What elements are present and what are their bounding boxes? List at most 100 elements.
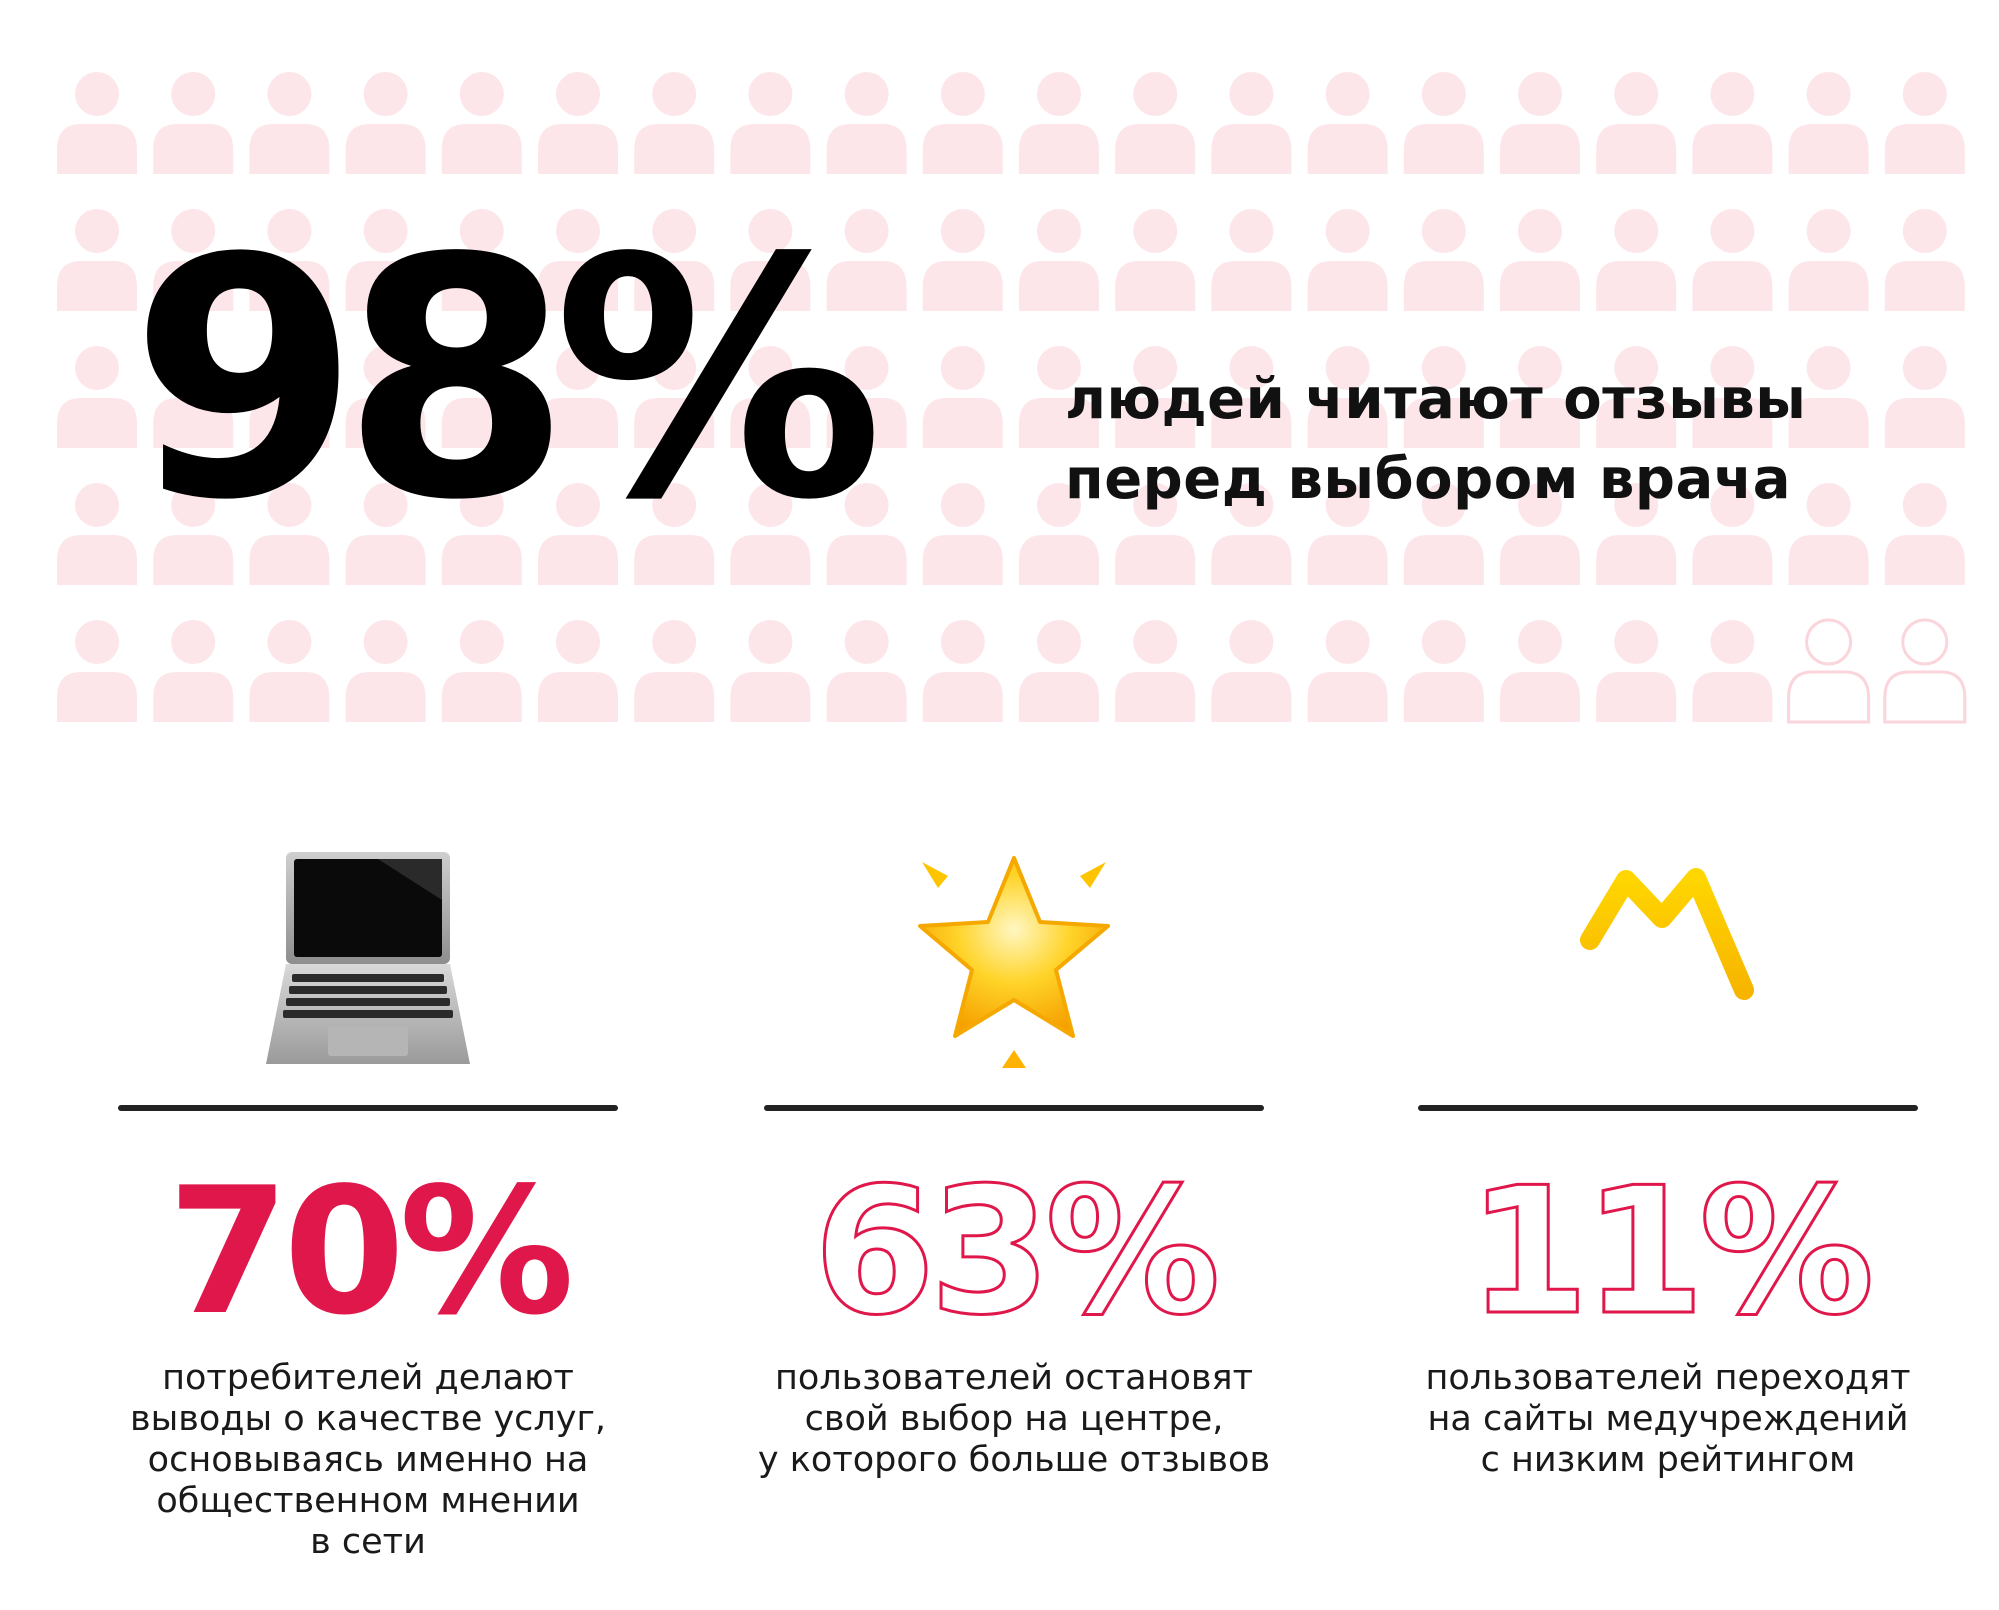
person-icon <box>1596 209 1677 311</box>
person-icon <box>57 72 137 174</box>
person-icon <box>1788 72 1869 174</box>
person-icon <box>922 209 1003 311</box>
glowing-star-icon <box>764 840 1264 1080</box>
stat-description-line: с низким рейтингом <box>1480 1440 1856 1480</box>
person-icon <box>153 620 234 722</box>
hero-percent: 98% <box>130 188 884 572</box>
person-icon <box>634 72 715 174</box>
person-icon <box>538 72 618 174</box>
person-icon <box>1211 72 1292 174</box>
person-icon <box>1692 483 1773 585</box>
person-icon <box>1307 620 1388 722</box>
person-icon <box>538 209 618 311</box>
stat-percent: 11% <box>1466 1151 1876 1354</box>
person-icon <box>249 209 330 311</box>
person-icon <box>1307 72 1388 174</box>
laptop-icon <box>118 840 618 1080</box>
person-icon <box>826 620 907 722</box>
person-icon <box>1788 346 1869 448</box>
person-icon <box>249 620 330 722</box>
divider-line <box>764 1105 1264 1111</box>
person-icon <box>1500 72 1580 174</box>
person-icon <box>57 620 137 722</box>
person-icon <box>441 483 522 585</box>
hero-caption-line: людей читают отзывы <box>1065 367 1807 432</box>
stat-description: пользователей остановят свой выбор на це… <box>724 1358 1304 1481</box>
hero-caption: людей читают отзывы перед выбором врача <box>1065 360 1806 520</box>
stat-description-line: в сети <box>310 1522 426 1562</box>
person-icon <box>1500 483 1580 585</box>
person-icon <box>1596 620 1677 722</box>
person-icon <box>1115 346 1196 448</box>
person-icon <box>1403 209 1484 311</box>
person-icon <box>345 483 426 585</box>
person-icon <box>826 72 907 174</box>
stat-description-line: основываясь именно на <box>147 1440 589 1480</box>
trend-line-icon <box>1418 840 1918 1080</box>
person-icon <box>730 209 811 311</box>
person-icon <box>1596 72 1677 174</box>
divider-line <box>118 1105 618 1111</box>
person-icon <box>249 72 330 174</box>
person-icon <box>153 72 234 174</box>
person-icon <box>634 483 715 585</box>
person-icon <box>730 346 811 448</box>
person-icon <box>1884 209 1965 311</box>
person-icon <box>1307 483 1388 585</box>
person-icon <box>57 346 137 448</box>
person-icon <box>1115 209 1196 311</box>
person-icon <box>1787 618 1871 724</box>
stat-description-line: потребителей делают <box>162 1358 574 1398</box>
person-icon <box>1211 209 1292 311</box>
person-icon <box>1019 72 1099 174</box>
person-icon <box>1115 483 1196 585</box>
person-icon <box>826 483 907 585</box>
person-icon <box>922 483 1003 585</box>
person-icon <box>249 346 330 448</box>
person-icon <box>441 346 522 448</box>
person-icon <box>1500 620 1580 722</box>
person-icon <box>538 346 618 448</box>
person-icon <box>441 209 522 311</box>
person-icon <box>730 620 811 722</box>
people-grid-background <box>57 72 1967 724</box>
person-icon <box>1019 346 1099 448</box>
person-icon <box>345 209 426 311</box>
person-icon <box>538 483 618 585</box>
person-icon <box>1211 483 1292 585</box>
person-icon <box>1596 346 1677 448</box>
person-icon <box>922 620 1003 722</box>
person-icon <box>730 483 811 585</box>
person-icon <box>57 209 137 311</box>
stat-column-choice: 63% пользователей остановят свой выбор н… <box>758 840 1270 1480</box>
person-icon <box>634 346 715 448</box>
person-icon <box>345 72 426 174</box>
divider-line <box>1418 1105 1918 1111</box>
stat-percent: 63% <box>812 1151 1222 1354</box>
person-icon <box>922 346 1003 448</box>
person-icon <box>1500 346 1580 448</box>
stat-description-line: выводы о качестве услуг, <box>129 1399 607 1439</box>
person-icon <box>634 620 715 722</box>
person-icon <box>922 72 1003 174</box>
person-icon <box>1403 620 1484 722</box>
person-icon <box>1115 620 1196 722</box>
person-icon <box>345 620 426 722</box>
person-icon <box>1596 483 1677 585</box>
person-icon <box>1692 72 1773 174</box>
hero-caption-line: перед выбором врача <box>1065 447 1791 512</box>
person-icon <box>1692 209 1773 311</box>
stat-column-consumers: 70% потребителей делают выводы о качеств… <box>118 840 618 1562</box>
person-icon <box>153 209 234 311</box>
person-icon <box>1403 72 1484 174</box>
person-icon <box>1019 209 1099 311</box>
stat-description: пользователей переходят на сайты медучре… <box>1378 1358 1958 1481</box>
person-icon <box>153 483 234 585</box>
person-icon <box>1500 209 1580 311</box>
person-icon <box>1307 209 1388 311</box>
person-icon <box>1403 346 1484 448</box>
person-icon <box>1788 483 1869 585</box>
person-icon <box>1403 483 1484 585</box>
person-icon <box>538 620 618 722</box>
stat-column-low-rating: 11% пользователей переходят на сайты мед… <box>1418 840 1918 1480</box>
